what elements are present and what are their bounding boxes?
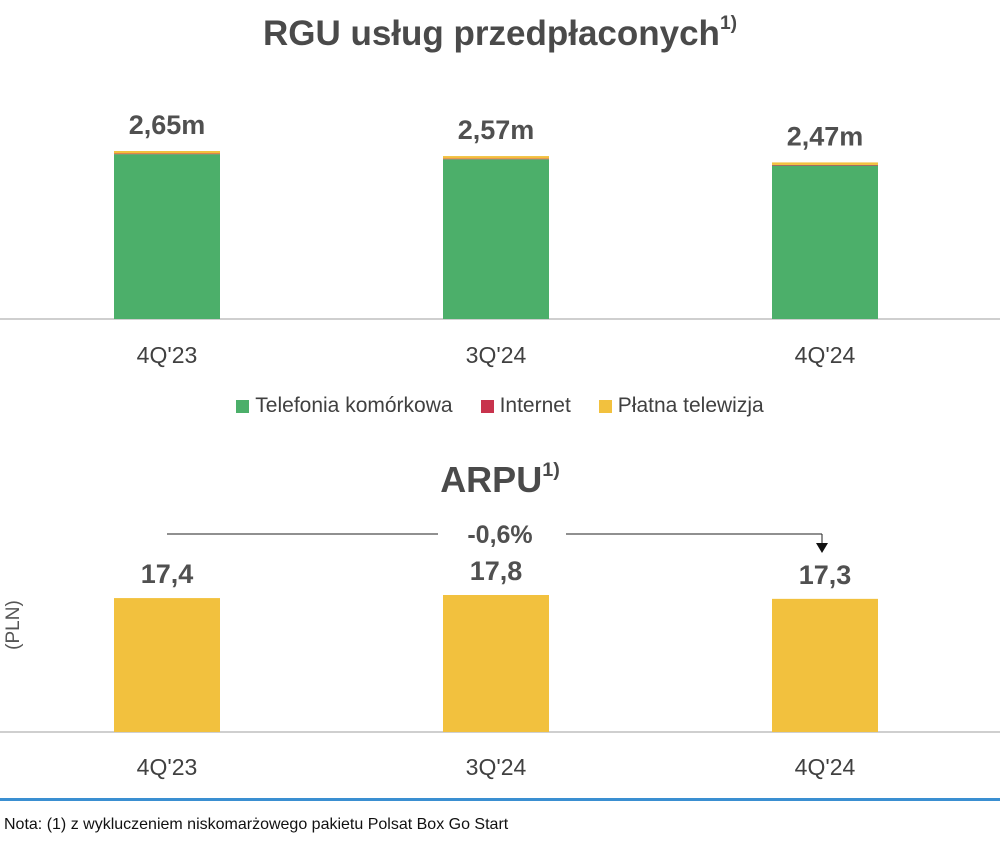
legend-label-paytv: Płatna telewizja xyxy=(617,394,764,417)
rgu-total-label: 2,47m xyxy=(787,121,864,151)
legend-item-mobile: Telefonia komórkowa xyxy=(236,394,453,418)
rgu-x-tick-label: 4Q'23 xyxy=(137,342,198,368)
arpu-bar-2 xyxy=(772,598,878,732)
rgu-bar-mobile-1 xyxy=(443,159,549,319)
legend-swatch-paytv xyxy=(598,399,612,413)
rgu-bar-mobile-0 xyxy=(114,154,220,319)
arpu-y-axis-label: (PLN) xyxy=(3,600,24,650)
arpu-bar-0 xyxy=(114,598,220,732)
arpu-title-footnote-mark: 1) xyxy=(542,459,560,482)
legend-item-paytv: Płatna telewizja xyxy=(598,394,764,418)
rgu-title-footnote-mark: 1) xyxy=(719,13,738,35)
footnote: Nota: (1) z wykluczeniem niskomarżowego … xyxy=(4,816,509,833)
footer-divider xyxy=(0,798,1000,801)
rgu-bar-internet-0 xyxy=(114,153,220,155)
rgu-x-tick-label: 3Q'24 xyxy=(466,342,527,368)
arpu-value-label: 17,3 xyxy=(799,560,852,590)
rgu-bar-paytv-2 xyxy=(772,162,878,165)
legend-swatch-mobile xyxy=(236,399,250,413)
arpu-x-tick-label: 4Q'24 xyxy=(795,754,856,780)
rgu-bar-internet-1 xyxy=(443,158,549,160)
arpu-value-label: 17,4 xyxy=(141,559,194,589)
arpu-chart-title: ARPU1) xyxy=(0,459,1000,501)
rgu-bar-mobile-2 xyxy=(772,165,878,319)
rgu-chart-title: RGU usług przedpłaconych1) xyxy=(0,14,1000,54)
rgu-bar-paytv-1 xyxy=(443,156,549,159)
rgu-legend: Telefonia komórkowa Internet Płatna tele… xyxy=(0,394,1000,418)
arpu-value-label: 17,8 xyxy=(470,556,523,586)
legend-label-mobile: Telefonia komórkowa xyxy=(255,394,453,417)
change-arrow-head xyxy=(816,543,828,553)
legend-label-internet: Internet xyxy=(499,394,571,417)
arpu-x-tick-label: 4Q'23 xyxy=(137,754,198,780)
change-label: -0,6% xyxy=(467,521,532,549)
rgu-total-label: 2,65m xyxy=(129,110,206,140)
rgu-x-tick-label: 4Q'24 xyxy=(795,342,856,368)
legend-swatch-internet xyxy=(480,399,494,413)
arpu-bar-1 xyxy=(443,595,549,732)
rgu-bar-paytv-0 xyxy=(114,151,220,154)
legend-item-internet: Internet xyxy=(480,394,571,418)
rgu-title-text: RGU usług przedpłaconych xyxy=(262,14,720,53)
arpu-title-text: ARPU xyxy=(440,459,543,500)
arpu-x-tick-label: 3Q'24 xyxy=(466,754,527,780)
rgu-total-label: 2,57m xyxy=(458,115,535,145)
rgu-bar-internet-2 xyxy=(772,164,878,166)
